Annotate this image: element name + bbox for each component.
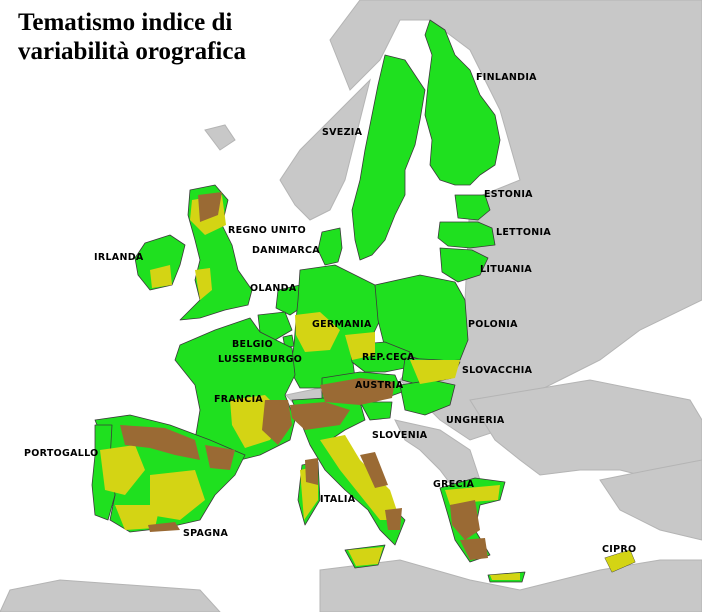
label-estonia: ESTONIA <box>484 189 533 200</box>
label-francia: FRANCIA <box>214 394 263 405</box>
label-regno-unito: REGNO UNITO <box>228 225 306 236</box>
country-belgio <box>257 311 293 341</box>
label-finlandia: FINLANDIA <box>476 72 537 83</box>
label-italia: ITALIA <box>320 494 356 505</box>
label-slovacchia: SLOVACCHIA <box>462 365 533 376</box>
label-lettonia: LETTONIA <box>496 227 551 238</box>
country-danimarca <box>317 227 343 266</box>
country-lituania <box>439 247 489 283</box>
label-lussemburgo: LUSSEMBURGO <box>218 354 302 365</box>
label-svezia: SVEZIA <box>322 127 363 138</box>
label-irlanda: IRLANDA <box>94 252 144 263</box>
label-rep-ceca: REP.CECA <box>362 352 415 363</box>
label-slovenia: SLOVENIA <box>372 430 428 441</box>
label-polonia: POLONIA <box>468 319 518 330</box>
label-austria: AUSTRIA <box>355 380 404 391</box>
country-estonia <box>454 194 491 221</box>
country-slovenia <box>359 401 393 421</box>
country-labels: FINLANDIA SVEZIA ESTONIA LETTONIA LITUAN… <box>24 72 636 555</box>
label-germania: GERMANIA <box>312 319 372 330</box>
label-grecia: GRECIA <box>433 479 475 490</box>
label-olanda: OLANDA <box>250 283 297 294</box>
label-danimarca: DANIMARCA <box>252 245 320 256</box>
norway-coast <box>279 78 371 221</box>
morocco <box>0 579 221 612</box>
norway-russia-landmass <box>329 0 702 441</box>
country-svezia <box>351 54 426 261</box>
country-finlandia <box>424 19 501 186</box>
label-portogallo: PORTOGALLO <box>24 448 98 459</box>
label-cipro: CIPRO <box>602 544 636 555</box>
label-ungheria: UNGHERIA <box>446 415 505 426</box>
label-spagna: SPAGNA <box>183 528 229 539</box>
middle-east <box>599 459 702 541</box>
north-africa <box>319 559 702 612</box>
map-title: Tematismo indice di variabilità orografi… <box>18 9 246 65</box>
country-lettonia <box>437 221 496 249</box>
faroe <box>204 124 236 151</box>
high-variability-patches <box>120 192 488 560</box>
label-belgio: BELGIO <box>232 339 273 350</box>
label-lituania: LITUANIA <box>480 264 532 275</box>
